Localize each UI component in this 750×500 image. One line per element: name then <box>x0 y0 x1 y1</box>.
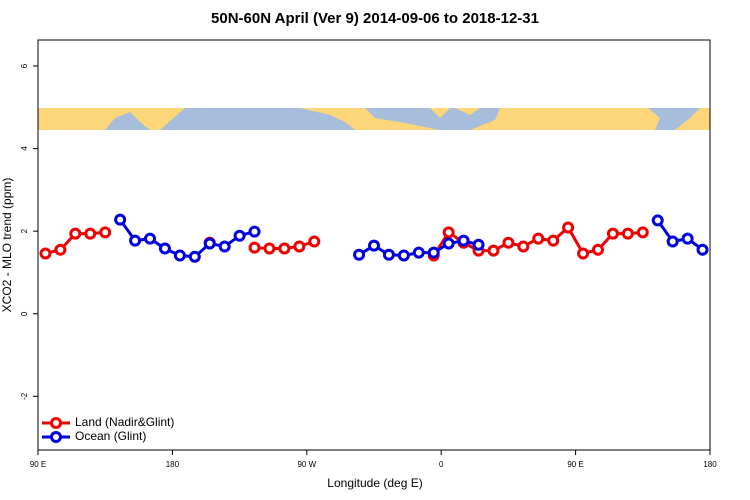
data-point <box>606 227 619 240</box>
data-point <box>517 240 530 253</box>
y-tick-label: 6 <box>20 63 29 68</box>
y-tick-label: 0 <box>20 311 29 316</box>
data-point <box>547 234 560 247</box>
x-axis-label: Longitude (deg E) <box>327 476 422 490</box>
data-point <box>248 225 261 238</box>
data-point <box>532 232 545 245</box>
data-point <box>114 213 127 226</box>
data-point <box>502 236 515 249</box>
data-point <box>368 239 380 252</box>
data-point <box>39 247 52 260</box>
data-point <box>696 243 709 256</box>
legend: Land (Nadir&Glint)Ocean (Glint) <box>42 415 174 443</box>
x-tick-label: 180 <box>703 460 717 469</box>
data-point <box>248 241 261 254</box>
data-point <box>681 232 694 245</box>
x-tick-label: 0 <box>439 460 444 469</box>
data-point <box>442 226 455 239</box>
data-point <box>382 248 395 261</box>
data-point <box>69 227 82 240</box>
legend-marker <box>50 417 62 429</box>
data-point <box>308 235 321 248</box>
x-tick-label: 90 W <box>297 460 316 469</box>
data-point <box>84 227 97 240</box>
data-point <box>577 247 590 260</box>
data-point <box>218 240 231 253</box>
data-point <box>457 234 470 247</box>
chart-title: 50N-60N April (Ver 9) 2014-09-06 to 2018… <box>211 10 539 27</box>
data-point <box>472 238 485 251</box>
data-point <box>188 250 201 263</box>
map-strip <box>38 108 710 130</box>
data-point <box>158 242 171 255</box>
data-point <box>144 232 156 245</box>
data-point <box>263 242 276 255</box>
data-point <box>621 227 634 240</box>
y-tick-label: 4 <box>20 146 29 151</box>
data-point <box>427 246 440 259</box>
y-tick-label: 2 <box>20 228 29 233</box>
plot-frame <box>37 39 711 451</box>
data-point <box>562 221 575 234</box>
legend-marker <box>50 431 62 443</box>
data-point <box>412 246 425 259</box>
data-point <box>233 229 246 242</box>
data-point <box>203 237 216 250</box>
data-point <box>651 214 664 227</box>
data-point <box>666 235 679 248</box>
data-point <box>442 237 455 250</box>
data-point <box>636 226 649 239</box>
y-tick-label: -2 <box>20 392 29 400</box>
data-point <box>353 248 366 261</box>
data-point <box>592 243 604 256</box>
data-point <box>99 226 112 239</box>
x-tick-label: 90 E <box>30 460 46 469</box>
data-point <box>129 234 142 247</box>
x-tick-label: 180 <box>166 460 180 469</box>
data-point <box>293 240 306 253</box>
legend-label: Land (Nadir&Glint) <box>75 415 174 429</box>
data-point <box>173 249 186 262</box>
data-point <box>278 242 291 255</box>
legend-label: Ocean (Glint) <box>75 429 146 443</box>
y-axis-label: XCO2 - MLO trend (ppm) <box>0 178 14 313</box>
x-tick-label: 90 E <box>567 460 583 469</box>
data-point <box>397 249 410 262</box>
data-point <box>487 244 500 257</box>
data-point <box>54 243 67 256</box>
